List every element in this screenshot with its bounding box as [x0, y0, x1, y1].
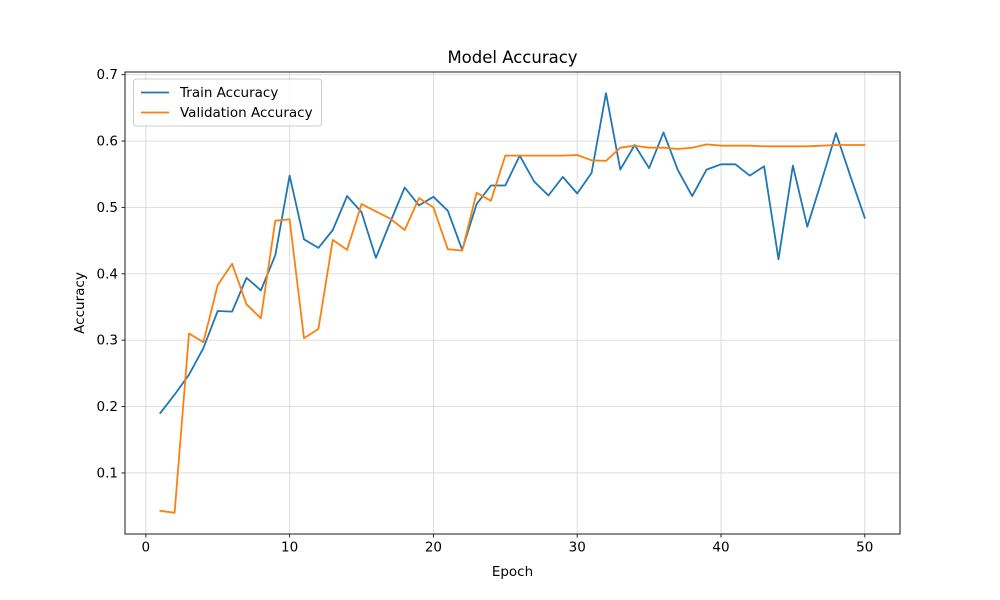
y-tick-label: 0.6 — [97, 134, 118, 150]
legend-box — [133, 78, 322, 127]
chart-title: Model Accuracy — [447, 48, 577, 67]
y-tick-label: 0.4 — [97, 266, 118, 282]
y-tick-label: 0.1 — [97, 465, 118, 481]
legend-label-train: Train Accuracy — [179, 85, 278, 101]
tick-layer: 0 10 20 30 40 50 0.1 0.2 0.3 0.4 0.5 0.6 0.7 — [97, 67, 874, 555]
y-tick-label: 0.3 — [97, 333, 118, 349]
x-tick-label: 40 — [712, 540, 729, 556]
train-accuracy-line — [159, 92, 866, 415]
y-axis-label: Accuracy — [72, 272, 88, 334]
y-tick-label: 0.7 — [97, 67, 118, 83]
grid-layer — [125, 72, 900, 534]
x-tick-label: 20 — [425, 540, 442, 556]
legend-label-validation: Validation Accuracy — [180, 105, 313, 121]
legend: Train Accuracy Validation Accuracy — [133, 78, 322, 127]
x-tick-label: 50 — [856, 540, 873, 556]
x-tick-label: 10 — [281, 540, 298, 556]
x-axis-label: Epoch — [492, 564, 533, 580]
x-tick-label: 30 — [569, 540, 586, 556]
validation-accuracy-line — [159, 143, 866, 514]
x-tick-label: 0 — [142, 540, 151, 556]
plot-border — [124, 71, 901, 535]
y-tick-label: 0.2 — [97, 399, 118, 415]
y-tick-label: 0.5 — [97, 200, 118, 216]
series-layer — [159, 92, 866, 514]
